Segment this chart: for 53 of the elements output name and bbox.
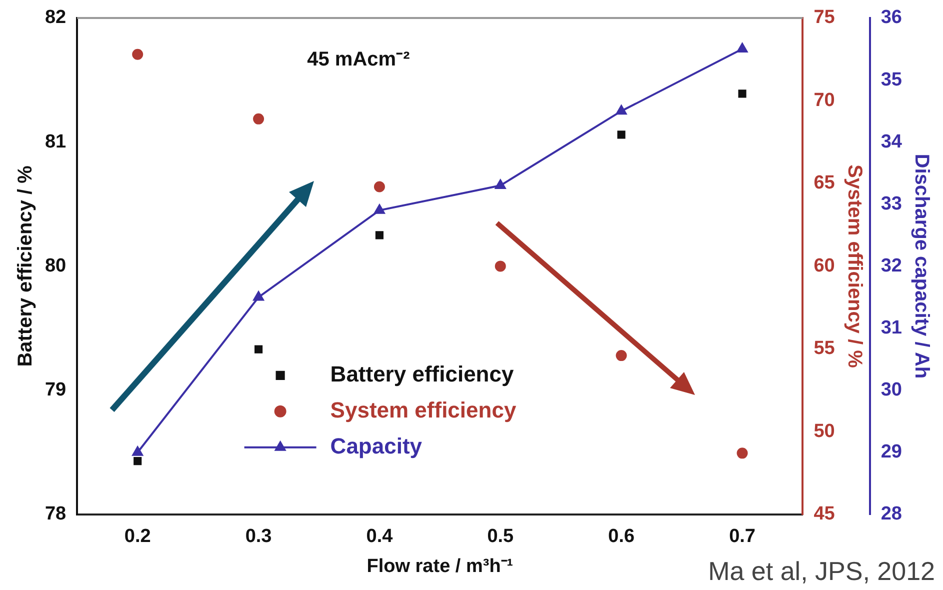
y3-tick-label: 36 — [880, 7, 902, 28]
legend-label: System efficiency — [330, 397, 517, 422]
y2-tick-label: 65 — [814, 172, 836, 194]
point — [617, 130, 626, 139]
y2-tick-label: 75 — [814, 7, 836, 28]
y3-axis-title: Discharge capacity / Ah — [910, 154, 932, 379]
y-axis-title: Battery efficiency / % — [14, 165, 37, 367]
y-tick-label: 80 — [44, 255, 66, 276]
y2-tick-label: 55 — [814, 338, 836, 360]
legend-label: Battery efficiency — [330, 361, 514, 386]
y3-tick-label: 30 — [880, 380, 902, 401]
y3-tick-label: 32 — [880, 255, 902, 276]
y2-tick-label: 50 — [814, 420, 835, 442]
point — [616, 105, 627, 115]
y3-tick-label: 29 — [880, 442, 902, 463]
point — [134, 457, 142, 466]
x-tick-label: 0.6 — [608, 526, 635, 548]
x-tick-label: 0.2 — [124, 526, 151, 548]
point — [374, 181, 385, 192]
point — [736, 43, 748, 53]
point — [616, 350, 627, 362]
point — [254, 345, 263, 354]
point — [738, 90, 746, 98]
annotation: 45 mAcm⁻² — [307, 48, 410, 71]
x-tick-label: 0.4 — [366, 526, 394, 548]
y-tick-label: 78 — [44, 504, 66, 525]
y2-tick-label: 45 — [814, 504, 836, 525]
y-tick-label: 81 — [44, 131, 67, 152]
y3-tick-label: 35 — [880, 69, 902, 90]
point — [374, 204, 385, 214]
y-tick-label: 79 — [44, 380, 66, 401]
y2-tick-label: 60 — [814, 255, 835, 276]
y3-tick-label: 33 — [880, 193, 902, 214]
y2-axis-title: System efficiency / % — [843, 164, 866, 368]
x-axis-title: Flow rate / m³h⁻¹ — [366, 556, 514, 577]
y3-tick-label: 31 — [880, 317, 902, 338]
y3-tick-label: 28 — [880, 504, 902, 525]
legend-label: Capacity — [330, 433, 423, 458]
x-tick-label: 0.5 — [487, 526, 514, 548]
point — [132, 446, 143, 456]
point — [253, 113, 264, 124]
point — [736, 448, 748, 459]
y-tick-label: 82 — [44, 7, 66, 28]
point — [375, 231, 384, 240]
x-tick-label: 0.7 — [729, 526, 756, 548]
y2-tick-label: 70 — [814, 90, 835, 111]
point — [253, 291, 264, 301]
y3-tick-label: 34 — [880, 131, 902, 152]
point — [132, 48, 144, 60]
x-tick-label: 0.3 — [245, 526, 272, 548]
point — [494, 260, 506, 272]
point — [495, 180, 506, 190]
text: Ma et al, JPS, 2012 — [708, 556, 935, 586]
